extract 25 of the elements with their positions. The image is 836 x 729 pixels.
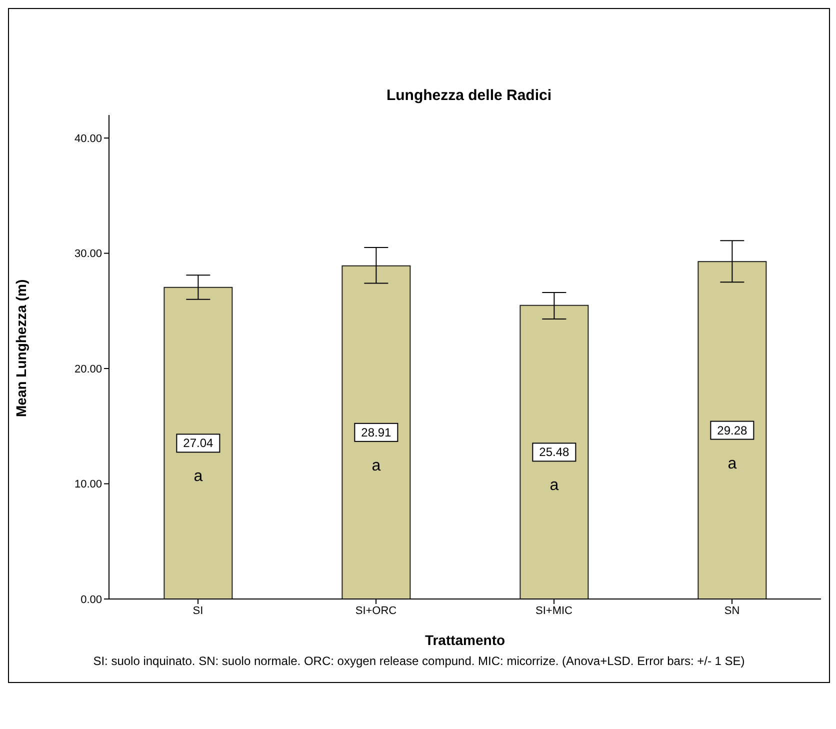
annotation: a [728,455,737,472]
bar [164,286,233,599]
data-label: 27.04 [183,436,214,450]
x-tick-label: SI+MIC [536,604,573,617]
annotation: a [372,457,381,474]
y-tick-label: 30.00 [74,248,102,260]
bar [342,265,411,599]
y-tick-label: 40.00 [74,132,102,145]
y-axis-title: Mean Lunghezza (m) [12,279,29,417]
data-label: 25.48 [539,445,570,460]
data-label: 29.28 [717,423,748,438]
x-tick-label: SI+ORC [355,604,397,617]
x-tick-label: SN [724,604,740,617]
x-tick-label: SI [192,604,204,617]
y-tick-label: 20.00 [74,363,102,376]
bar [520,304,589,599]
text: SI: suolo inquinato. SN: suolo normale. ORC: oxygen release compund. MIC: micorrize. (Anova+LSD. Error bars: +/- 1 SE) [92,653,746,670]
bar [698,261,767,599]
annotation: a [194,468,203,486]
annotation: a [550,477,559,494]
chart-title: Lunghezza delle Radici [385,87,553,104]
data-label: 28.91 [361,425,392,440]
y-tick-label: 10.00 [74,478,102,491]
y-tick-label: 0.00 [80,594,102,606]
x-axis-title: Trattamento [424,632,506,648]
